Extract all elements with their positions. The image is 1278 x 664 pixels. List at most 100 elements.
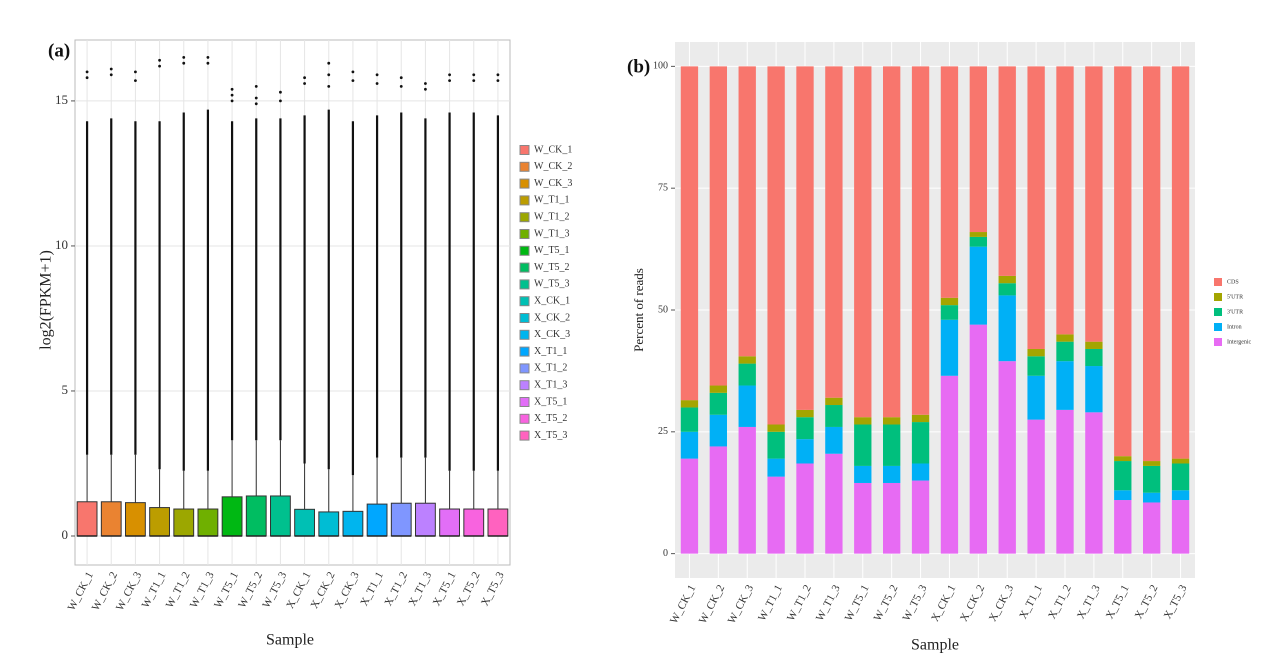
outlier — [158, 64, 161, 68]
x-tick-label: X_T1_2 — [1046, 583, 1074, 621]
bar-segment — [1171, 490, 1190, 501]
bar-segment — [940, 375, 959, 554]
legend-label: X_T5_1 — [534, 396, 567, 407]
bar-segment — [1027, 375, 1045, 420]
legend-label: Intron — [1227, 324, 1242, 330]
x-tick-label: X_CK_1 — [929, 583, 958, 624]
x-tick-label: W_T1_1 — [756, 583, 785, 623]
bar-segment — [911, 414, 930, 423]
legend-key — [1214, 293, 1222, 301]
legend-key — [519, 346, 530, 357]
legend-key — [1214, 323, 1222, 331]
bar-segment — [709, 392, 727, 415]
x-tick-label: X_T1_1 — [1017, 583, 1045, 621]
bar-segment — [680, 66, 699, 401]
y-tick-label: 0 — [62, 527, 69, 542]
x-tick-label: W_T5_2 — [872, 583, 901, 623]
bar-segment — [1056, 361, 1074, 410]
x-tick-label: W_T1_2 — [785, 583, 814, 623]
x-tick-label: X_T5_3 — [1162, 583, 1190, 621]
bar-segment — [680, 431, 699, 459]
bar-segment — [825, 426, 843, 454]
bar-segment — [1171, 500, 1190, 554]
bar-segment — [1085, 348, 1103, 367]
legend-label: W_T1_2 — [534, 211, 570, 222]
bar-segment — [1085, 412, 1103, 554]
outlier — [424, 87, 427, 91]
x-tick-label: X_T5_1 — [1104, 583, 1132, 621]
bar-segment — [1085, 341, 1103, 349]
legend-key — [519, 212, 530, 223]
legend-label: W_T1_1 — [534, 195, 570, 206]
legend-label: X_T1_3 — [534, 379, 567, 390]
box — [463, 508, 485, 537]
bar-segment — [854, 424, 872, 466]
bar-segment — [1056, 409, 1074, 554]
x-tick-label: X_CK_3 — [987, 583, 1016, 624]
panel-label: (a) — [48, 40, 70, 61]
legend-key — [1214, 278, 1222, 286]
box — [366, 503, 388, 537]
outlier — [472, 73, 476, 77]
y-tick-label: 10 — [55, 237, 68, 252]
bar-segment — [709, 446, 727, 554]
legend-label: X_T1_1 — [534, 346, 567, 357]
x-tick-label: X_CK_2 — [958, 583, 987, 624]
box — [487, 508, 509, 537]
legend-key — [1214, 308, 1222, 316]
bar-segment — [1027, 419, 1045, 554]
bar-segment — [969, 246, 987, 325]
bar-segment — [1171, 458, 1190, 464]
bar-segment — [1143, 465, 1161, 493]
bar-segment — [1027, 348, 1045, 357]
bar-segment — [1114, 461, 1132, 491]
bar-segment — [883, 417, 901, 425]
bar-segment — [767, 458, 785, 477]
legend-label: X_T5_2 — [534, 413, 567, 424]
legend-key — [519, 430, 530, 441]
box — [221, 496, 243, 537]
outlier — [230, 99, 234, 103]
bar-segment — [680, 458, 699, 554]
outlier — [375, 73, 379, 77]
outlier — [399, 85, 403, 88]
outlier — [496, 79, 500, 83]
x-tick-label: W_T5_3 — [900, 583, 929, 624]
bar-segment — [767, 424, 785, 432]
bar-segment — [738, 356, 756, 364]
box — [173, 508, 195, 537]
bar-segment — [854, 465, 872, 483]
legend-label: W_T5_2 — [534, 262, 570, 273]
bar-segment — [883, 465, 901, 483]
y-tick-label: 0 — [663, 548, 668, 559]
outlier — [85, 76, 89, 80]
bar-segment — [883, 424, 901, 466]
legend-key — [519, 380, 530, 391]
legend-key — [519, 178, 530, 189]
outlier — [424, 82, 427, 85]
bar-segment — [796, 417, 814, 440]
x-tick-label: W_CK_1 — [668, 583, 698, 626]
bar-segment — [883, 482, 901, 554]
outlier — [254, 85, 258, 88]
bar-segment — [969, 324, 987, 554]
legend-key — [519, 279, 530, 290]
bar-segment — [911, 66, 930, 415]
outlier — [182, 61, 186, 65]
legend-label: 5'UTR — [1227, 294, 1243, 300]
y-tick-label: 25 — [658, 426, 668, 437]
legend-key — [519, 313, 530, 323]
outlier — [254, 96, 258, 100]
bar-segment — [1085, 366, 1103, 413]
bar-segment — [854, 66, 872, 418]
bar-segment — [1143, 492, 1161, 503]
bar-segment — [1114, 66, 1132, 457]
bar-segment — [998, 295, 1016, 362]
x-tick-label: W_CK_2 — [697, 583, 727, 626]
legend-key — [1214, 338, 1222, 346]
x-axis-label: Sample — [911, 637, 959, 654]
bar-segment — [738, 426, 756, 554]
bar-segment — [796, 439, 814, 464]
bar-segment — [680, 407, 699, 432]
